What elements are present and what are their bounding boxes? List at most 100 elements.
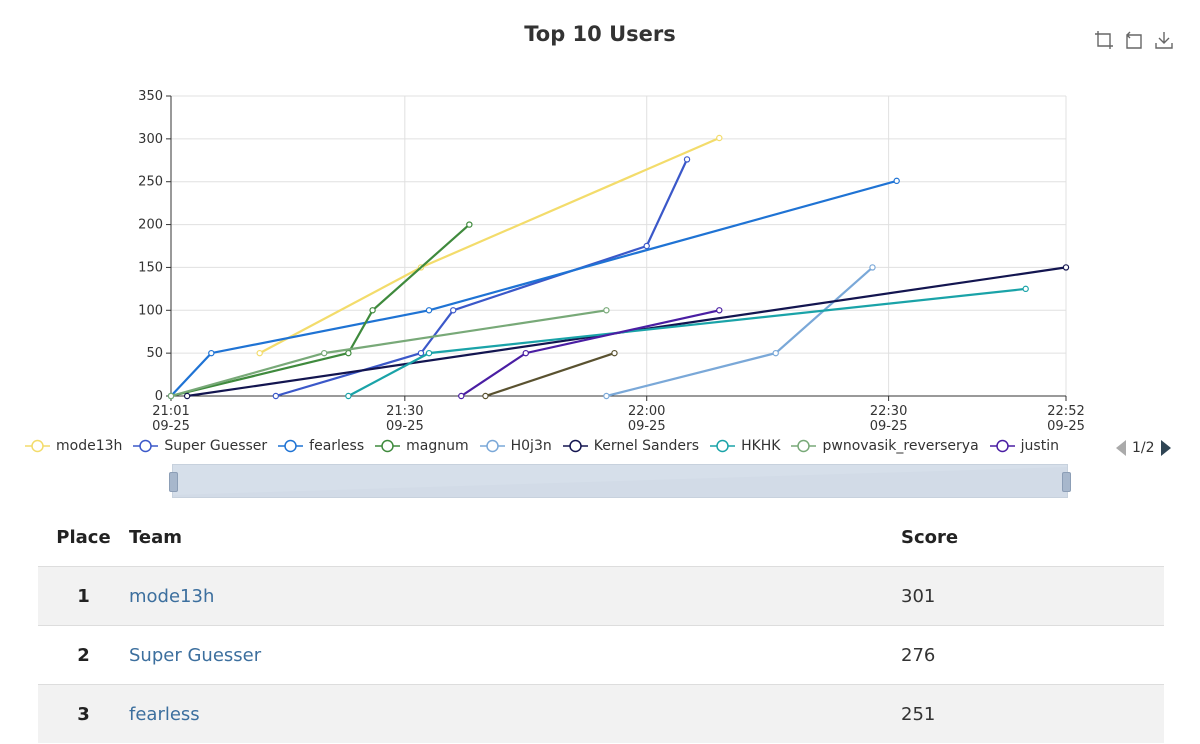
data-point[interactable] [1062,264,1070,271]
data-zoom-shadow [173,467,1067,497]
row-score: 301 [901,585,936,607]
legend-item[interactable]: fearless [278,438,364,454]
series-h0j3n[interactable] [603,264,876,400]
data-point[interactable] [603,392,610,400]
series-justin[interactable] [458,307,723,400]
data-point[interactable] [425,307,433,314]
series-mode13h[interactable] [256,134,723,357]
legend-swatch-icon [989,439,1015,453]
data-point[interactable] [716,134,723,142]
table-row: 2 Super Guesser 276 [38,625,1164,684]
x-tick-label-date: 09-25 [152,419,190,434]
x-tick-label-time: 22:52 [1047,404,1084,419]
series-hkhk[interactable] [345,285,1029,400]
data-point[interactable] [369,307,376,314]
x-tick-label-date: 09-25 [386,419,424,434]
y-tick-label: 350 [138,89,163,104]
data-point[interactable] [417,349,425,357]
team-link[interactable]: mode13h [129,585,215,607]
legend-swatch-icon [791,439,817,453]
legend-label: Kernel Sanders [593,438,700,454]
legend-page-label: 1/2 [1132,440,1155,456]
data-point[interactable] [183,392,191,400]
header-score: Score [901,526,959,548]
team-link[interactable]: fearless [129,703,200,725]
legend-label: Super Guesser [164,438,268,454]
data-point[interactable] [167,392,175,400]
team-link[interactable]: Super Guesser [129,644,262,666]
legend-item[interactable]: justin [989,438,1059,454]
legend-pager: 1/2 [1116,440,1171,456]
data-point[interactable] [208,349,215,357]
table-row: 1 mode13h 301 [38,566,1164,625]
series-line [170,223,471,398]
legend-label: fearless [309,438,365,454]
data-point[interactable] [611,349,618,357]
y-tick-label: 100 [138,303,163,318]
data-point[interactable] [256,349,263,357]
y-tick-label: 250 [138,175,163,190]
data-point[interactable] [716,307,723,314]
legend-item[interactable]: Kernel Sanders [562,438,700,454]
legend-swatch-icon [278,439,304,453]
zoom-icon[interactable] [1094,30,1114,50]
row-place: 1 [77,585,90,607]
data-point[interactable] [320,349,328,357]
legend-item[interactable]: H0j3n [479,438,552,454]
scoreboard-table: Place Team Score 1 mode13h 301 2 Super G… [38,508,1164,743]
data-point[interactable] [1022,285,1029,293]
zoom-reset-icon[interactable] [1124,30,1144,50]
legend-item[interactable]: mode13h [25,438,122,454]
data-point[interactable] [458,392,465,400]
data-point[interactable] [683,156,691,163]
legend-item[interactable]: Super Guesser [133,438,267,454]
row-place: 2 [77,644,90,666]
x-tick-label-date: 09-25 [628,419,666,434]
legend-label: justin [1020,438,1059,454]
data-point[interactable] [272,392,280,400]
series-pwnovasik-reverserya[interactable] [167,307,610,400]
series-unnamed[interactable] [482,349,618,400]
data-zoom-right-handle[interactable] [1062,472,1071,492]
legend-swatch-icon [562,439,588,453]
data-point[interactable] [603,307,610,314]
chart-legend: mode13h Super Guesser fearless magnum H0j3n K… [25,438,1120,462]
y-tick-label: 150 [138,260,163,275]
legend-label: HKHK [741,438,781,454]
legend-prev-icon[interactable] [1116,440,1126,456]
chart-toolbox [1094,30,1174,50]
data-point[interactable] [345,392,352,400]
data-zoom-left-handle[interactable] [169,472,178,492]
series-super-guesser[interactable] [272,156,691,400]
data-point[interactable] [450,307,457,314]
legend-item[interactable]: pwnovasik_reverserya [791,438,979,454]
x-tick-label-time: 21:01 [152,404,189,419]
data-point[interactable] [345,349,352,357]
data-point[interactable] [466,221,473,228]
legend-swatch-icon [25,439,50,453]
x-tick-label-time: 22:00 [628,404,665,419]
y-tick-label: 300 [138,132,163,147]
legend-item[interactable]: HKHK [710,438,780,454]
legend-swatch-icon [479,439,505,453]
data-point[interactable] [772,349,779,357]
legend-label: H0j3n [510,438,552,454]
header-place: Place [56,526,111,548]
series-line [485,352,615,398]
data-point[interactable] [482,392,489,400]
legend-item[interactable]: magnum [375,438,469,454]
data-point[interactable] [893,177,900,185]
legend-next-icon[interactable] [1160,440,1171,456]
series-line [170,179,897,397]
data-point[interactable] [869,264,876,271]
table-row: 3 fearless 251 [38,684,1164,743]
data-point[interactable] [425,349,433,357]
data-zoom-slider[interactable] [169,464,1071,498]
download-icon[interactable] [1154,30,1174,50]
data-point[interactable] [643,242,650,250]
data-point[interactable] [522,349,529,357]
row-score: 251 [901,703,936,725]
row-score: 276 [901,644,936,666]
y-tick-label: 0 [155,389,163,404]
x-tick-label-date: 09-25 [1047,419,1085,434]
